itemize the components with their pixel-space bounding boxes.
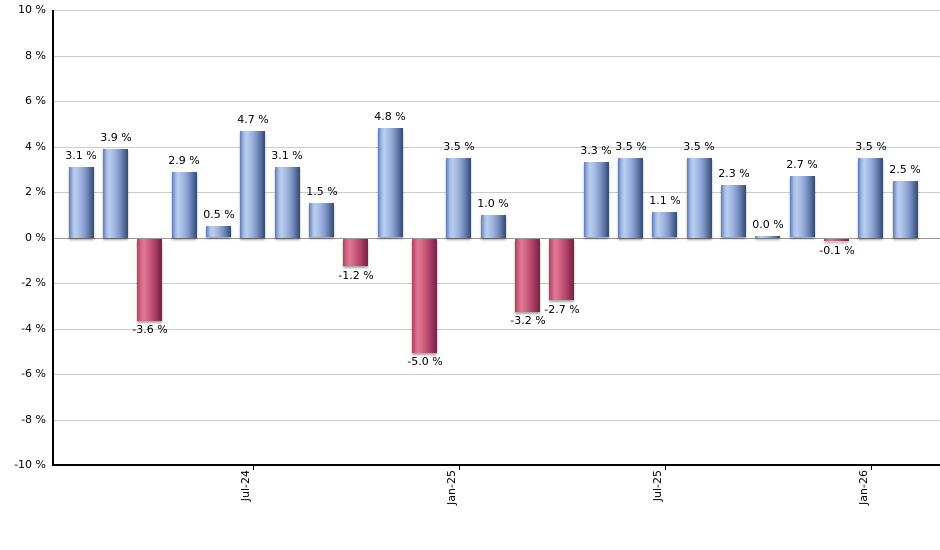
bar-value-label: 3.5 % — [443, 140, 475, 153]
bar — [172, 172, 197, 238]
x-axis-tick — [459, 464, 460, 470]
x-axis-tick — [665, 464, 666, 470]
bar — [893, 181, 918, 238]
y-axis-tick-label: -6 % — [21, 367, 46, 380]
bar — [824, 239, 849, 241]
gridline — [53, 147, 940, 148]
gridline — [53, 329, 940, 330]
y-axis-tick-label: 6 % — [25, 94, 46, 107]
y-axis-tick-label: -2 % — [21, 276, 46, 289]
bar-value-label: 3.5 % — [615, 140, 647, 153]
bar — [378, 128, 403, 237]
bar-value-label: 3.5 % — [683, 140, 715, 153]
y-axis-tick-label: -8 % — [21, 413, 46, 426]
bar-value-label: -3.2 % — [510, 314, 546, 327]
bar-value-label: 4.7 % — [237, 113, 269, 126]
bar — [412, 239, 437, 353]
bar-value-label: 0.5 % — [203, 208, 235, 221]
bar — [721, 185, 746, 237]
bar — [103, 149, 128, 238]
bar — [652, 212, 677, 237]
bar — [618, 158, 643, 238]
x-axis-tick-label: Jul-25 — [651, 470, 664, 502]
bar — [69, 167, 94, 238]
y-axis-tick-label: 10 % — [18, 3, 46, 16]
zero-gridline — [53, 238, 940, 239]
bar-value-label: -2.7 % — [544, 303, 580, 316]
bar — [858, 158, 883, 238]
gridline — [53, 374, 940, 375]
y-axis-tick-label: 2 % — [25, 185, 46, 198]
bar — [446, 158, 471, 238]
x-axis-tick — [871, 464, 872, 470]
bar — [687, 158, 712, 238]
bar — [790, 176, 815, 237]
bar-value-label: 1.5 % — [306, 185, 338, 198]
bar-value-label: 3.5 % — [855, 140, 887, 153]
x-axis-tick-label: Jul-24 — [239, 470, 252, 502]
x-axis-line — [52, 464, 940, 466]
bar-value-label: 0.0 % — [752, 218, 784, 231]
x-axis-tick-label: Jan-26 — [857, 470, 870, 505]
bar — [240, 131, 265, 238]
bar-value-label: 2.3 % — [718, 167, 750, 180]
bar — [481, 215, 506, 238]
y-axis-tick-label: 0 % — [25, 231, 46, 244]
gridline — [53, 420, 940, 421]
bar-value-label: 2.5 % — [889, 163, 921, 176]
x-axis-tick — [253, 464, 254, 470]
bar-value-label: 3.3 % — [580, 144, 612, 157]
bar — [343, 239, 368, 266]
y-axis-line — [52, 10, 54, 466]
bar — [755, 236, 780, 238]
bar-value-label: -0.1 % — [819, 244, 855, 257]
bar — [309, 203, 334, 237]
y-axis-tick-label: -10 % — [14, 458, 46, 471]
bar-value-label: -1.2 % — [338, 269, 374, 282]
gridline — [53, 283, 940, 284]
bar-value-label: 1.0 % — [477, 197, 509, 210]
bar — [549, 239, 574, 300]
bar — [515, 239, 540, 312]
bar-value-label: -3.6 % — [132, 323, 168, 336]
gridline — [53, 101, 940, 102]
y-axis-tick-label: 8 % — [25, 49, 46, 62]
bar-value-label: 4.8 % — [374, 110, 406, 123]
bar-value-label: 3.1 % — [271, 149, 303, 162]
bar-value-label: -5.0 % — [407, 355, 443, 368]
bar — [137, 239, 162, 321]
x-axis-tick-label: Jan-25 — [445, 470, 458, 505]
bar-value-label: 1.1 % — [649, 194, 681, 207]
y-axis-tick-label: 4 % — [25, 140, 46, 153]
y-axis-tick-label: -4 % — [21, 322, 46, 335]
bar-value-label: 2.7 % — [786, 158, 818, 171]
bar-value-label: 3.1 % — [65, 149, 97, 162]
bar — [584, 162, 609, 237]
gridline — [53, 56, 940, 57]
bar-value-label: 2.9 % — [168, 154, 200, 167]
bar — [275, 167, 300, 238]
gridline — [53, 10, 940, 11]
bar — [206, 226, 231, 237]
bar-value-label: 3.9 % — [100, 131, 132, 144]
